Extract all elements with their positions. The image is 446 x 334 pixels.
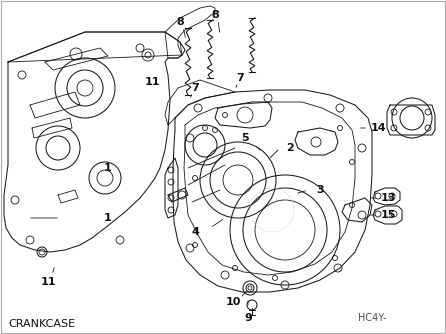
Text: 10: 10	[225, 297, 241, 307]
Text: 4: 4	[191, 227, 199, 237]
Text: HC4Y-: HC4Y-	[358, 313, 387, 323]
Text: 2: 2	[286, 143, 294, 153]
Text: 5: 5	[241, 133, 249, 143]
Text: 11: 11	[40, 277, 56, 287]
Text: 9: 9	[244, 313, 252, 323]
Text: 7: 7	[236, 73, 244, 83]
Text: 3: 3	[316, 185, 324, 195]
Text: 1: 1	[104, 163, 112, 173]
Text: 11: 11	[144, 77, 160, 87]
Text: 8: 8	[176, 17, 184, 27]
Text: 14: 14	[370, 123, 386, 133]
Text: 7: 7	[191, 83, 199, 93]
Text: 13: 13	[380, 193, 396, 203]
Text: CRANKCASE: CRANKCASE	[8, 319, 75, 329]
Text: 1: 1	[104, 213, 112, 223]
Text: 8: 8	[211, 10, 219, 20]
Text: 15: 15	[380, 210, 396, 220]
